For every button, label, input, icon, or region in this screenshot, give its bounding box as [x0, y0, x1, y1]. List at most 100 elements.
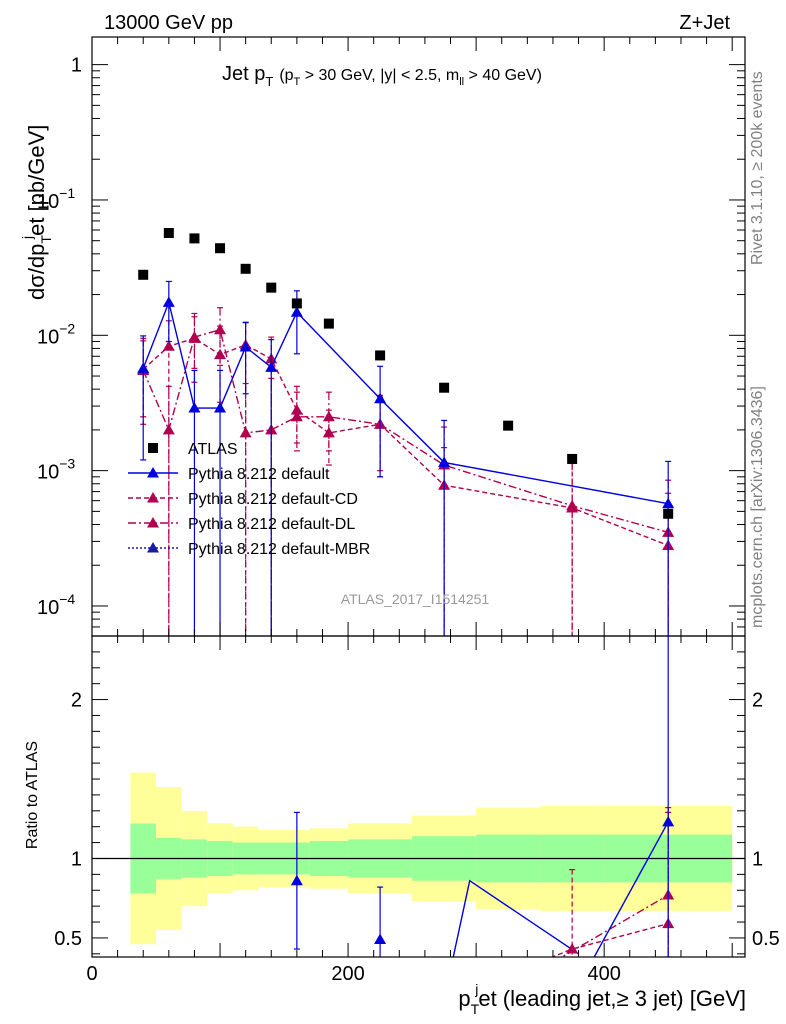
legend-label: ATLAS	[188, 441, 238, 458]
legend-marker-atlas	[148, 443, 158, 453]
x-axis-label: pTjet (leading jet,≥ 3 jet) [GeV]	[458, 981, 746, 1017]
series-line-cd	[142, 337, 669, 547]
ylabel-upper-sub: T	[38, 235, 54, 244]
data-point-atlas	[240, 263, 251, 274]
title-cut-t: T	[294, 76, 301, 88]
lower-plot-area	[92, 636, 745, 957]
data-point-atlas	[567, 453, 578, 464]
legend: ATLAS Pythia 8.212 default Pythia 8.212 de…	[128, 441, 370, 558]
ylabel-upper-main: dσ/dp	[24, 244, 49, 300]
marker-dl	[239, 426, 252, 438]
marker-default	[265, 361, 278, 372]
y-tick-label-lower-right: 0.5	[752, 928, 780, 950]
y-tick-label-exp: −4	[59, 591, 75, 607]
marker-dl	[322, 410, 335, 422]
lower-panel: 0 200 400 2 2 1 1 0.5 0.5	[54, 37, 780, 985]
marker-cd	[290, 404, 303, 415]
mcplots-label: mcplots.cern.ch [arXiv:1306.3436]	[749, 386, 766, 628]
y-tick-label-exp: −2	[59, 320, 75, 336]
series-line-dl	[142, 328, 669, 534]
data-point-atlas	[163, 228, 174, 239]
ylabel-upper-sup: j	[19, 236, 35, 240]
ratio-line-dl	[560, 894, 669, 957]
marker-default	[137, 362, 150, 373]
xlabel-prefix: p	[458, 986, 470, 1011]
xlabel-sub: T	[471, 1001, 480, 1017]
energy-label: 13000 GeV pp	[104, 12, 233, 34]
title-main: Jet p	[222, 63, 265, 85]
legend-marker	[147, 492, 159, 503]
marker-cd	[322, 426, 335, 438]
data-point-atlas	[291, 298, 302, 309]
marker-default	[214, 402, 227, 413]
data-point-atlas	[138, 269, 149, 280]
marker-cd	[162, 340, 175, 351]
data-point-atlas	[375, 350, 386, 361]
marker-default	[188, 402, 201, 413]
series-line-default	[142, 300, 669, 505]
ratio-marker-default	[374, 933, 387, 945]
marker-default	[662, 497, 675, 509]
legend-marker	[147, 542, 159, 553]
marker-dl	[290, 410, 303, 422]
title-cut-end: > 40 GeV)	[464, 67, 542, 84]
legend-marker	[147, 467, 159, 478]
ratio-marker-default	[662, 815, 675, 827]
ratio-marker-cd	[566, 943, 579, 954]
legend-label: Pythia 8.212 default-DL	[188, 516, 355, 533]
marker-cd	[188, 332, 201, 343]
y-tick-label-exp: −3	[59, 456, 75, 472]
x-tick-label: 400	[587, 963, 620, 985]
marker-cd	[566, 501, 579, 513]
y-tick-label-lower: 0.5	[54, 928, 82, 950]
legend-marker	[147, 517, 159, 528]
marker-default	[239, 340, 252, 352]
xlabel-sup: j	[474, 981, 478, 997]
y-tick-label-lower: 2	[71, 690, 82, 712]
ratio-line-default	[593, 821, 669, 957]
process-label: Z+Jet	[679, 12, 730, 34]
y-tick-label-lower-right: 1	[752, 848, 763, 870]
xlabel-rest: et (leading jet,≥ 3 jet) [GeV]	[478, 986, 746, 1011]
y-tick-label-lower: 1	[71, 848, 82, 870]
legend-label: Pythia 8.212 default-MBR	[188, 541, 370, 558]
marker-default	[438, 456, 451, 467]
y-tick-label-upper: 1	[71, 55, 82, 77]
lower-frame	[91, 635, 746, 958]
data-point-atlas	[439, 382, 450, 393]
marker-default	[374, 392, 387, 404]
x-tick-label: 0	[86, 963, 97, 985]
analysis-label: ATLAS_2017_I1514251	[341, 591, 490, 607]
marker-cd	[214, 348, 227, 360]
title-cut-prefix: (p	[279, 67, 293, 84]
title-cut-ll: ll	[459, 76, 464, 88]
y-axis-label-upper: dσ/dpTjet [pb/GeV]	[19, 125, 54, 300]
ratio-marker-default	[290, 874, 303, 886]
y-tick-label-upper: 10−2	[37, 320, 75, 348]
y-axis-label-lower: Ratio to ATLAS	[24, 741, 41, 849]
ratio-line-cd	[550, 922, 669, 957]
data-point-atlas	[663, 508, 674, 519]
marker-default	[290, 306, 303, 317]
x-tick-label: 200	[331, 963, 364, 985]
data-point-atlas	[266, 282, 277, 293]
y-tick-label-lower-right: 2	[752, 690, 763, 712]
rivet-label: Rivet 3.1.10, ≥ 200k events	[749, 71, 766, 265]
plot-title: Jet pT (pT > 30 GeV, |y| < 2.5, mll > 40 …	[222, 63, 542, 89]
marker-default	[162, 296, 175, 307]
data-point-atlas	[323, 318, 334, 329]
y-tick-label-exp: −1	[59, 185, 75, 201]
y-tick-label-upper: 10−4	[37, 591, 75, 619]
ratio-line-default	[452, 879, 579, 957]
data-point-atlas	[503, 420, 514, 431]
title-cut-rest: > 30 GeV, |y| < 2.5, m	[300, 67, 459, 84]
legend-label: Pythia 8.212 default	[188, 466, 330, 483]
ylabel-upper-rest: et [pb/GeV]	[24, 125, 49, 236]
legend-label: Pythia 8.212 default-CD	[188, 491, 358, 508]
upper-panel: 110−110−210−310−4	[37, 36, 746, 650]
title-sub-t: T	[265, 74, 273, 89]
data-point-atlas	[215, 243, 226, 254]
data-point-atlas	[189, 233, 200, 244]
y-tick-label-upper: 10−3	[37, 456, 75, 484]
